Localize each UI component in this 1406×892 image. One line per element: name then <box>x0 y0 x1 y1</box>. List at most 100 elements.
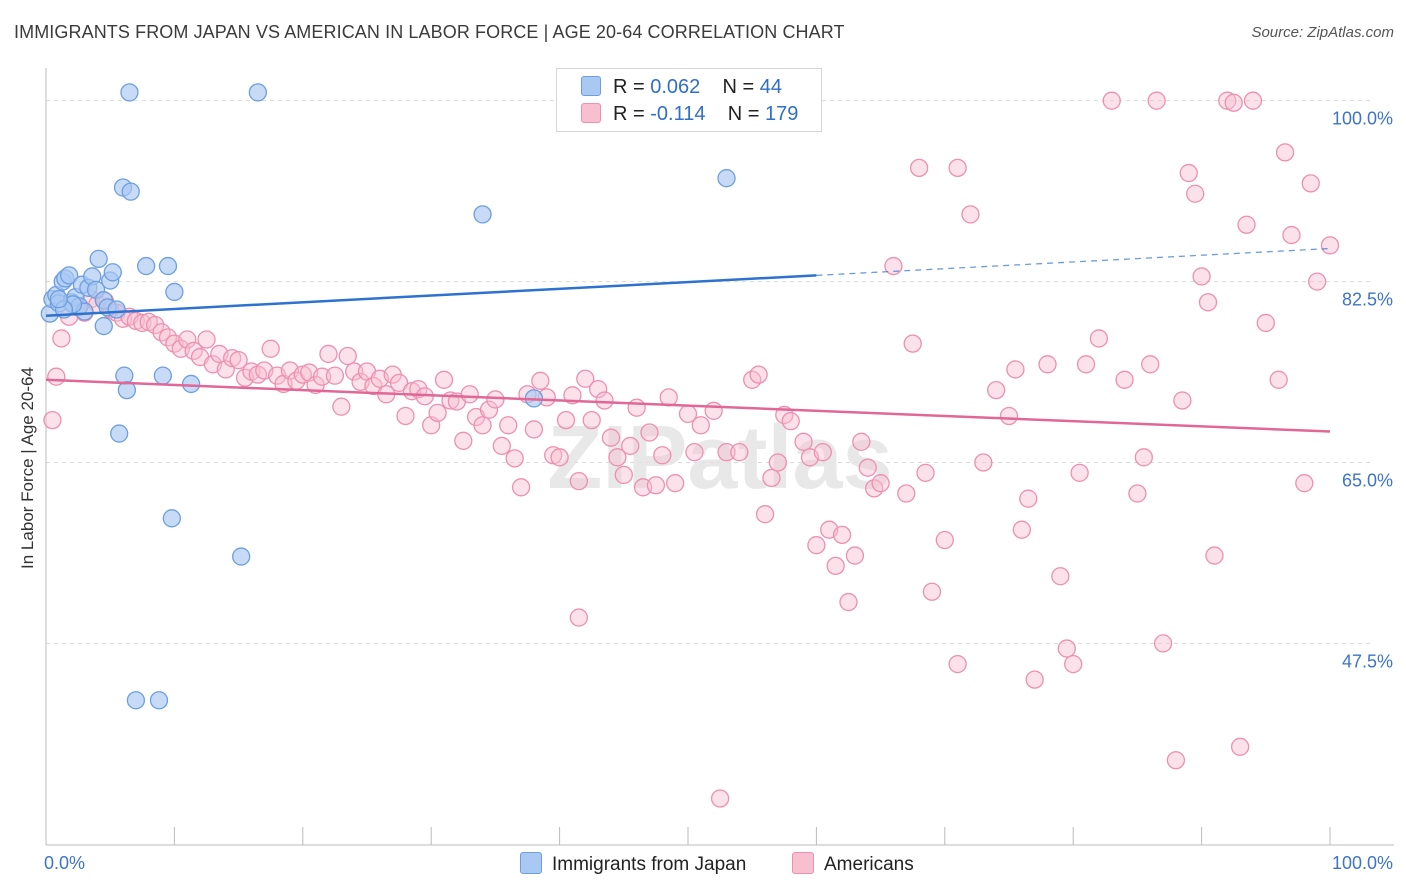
japan-trend-line <box>45 274 817 317</box>
american-point <box>1166 751 1186 770</box>
american-point <box>1134 448 1153 467</box>
american-point <box>1295 474 1314 493</box>
y-axis-label: In Labor Force | Age 20-64 <box>18 367 37 569</box>
american-point <box>576 369 595 388</box>
japan-point <box>248 83 268 102</box>
american-point <box>216 360 235 379</box>
american-point <box>511 478 531 497</box>
american-point <box>768 453 788 472</box>
chart-title: IMMIGRANTS FROM JAPAN VS AMERICAN IN LAB… <box>14 22 845 42</box>
american-point <box>1186 184 1205 203</box>
legend-n-label: N = <box>722 76 755 98</box>
american-point <box>1006 360 1025 379</box>
japan-point <box>103 263 122 282</box>
tick-labels: 47.5% 65.0% 82.5% 100.0% 0.0% 100.0% <box>44 109 1393 873</box>
american-point <box>935 530 954 550</box>
bottom-legend-japan: Immigrants from Japan <box>520 852 746 876</box>
american-point <box>1320 236 1340 255</box>
legend-n-label: N = <box>727 103 760 125</box>
american-point <box>653 446 672 465</box>
american-point <box>621 436 640 456</box>
american-point <box>1243 91 1263 110</box>
american-point <box>717 443 736 462</box>
american-point <box>229 351 248 370</box>
american-point <box>1038 355 1057 374</box>
american-point <box>1128 484 1147 503</box>
japan-point <box>149 691 169 710</box>
american-point <box>396 406 415 426</box>
american-point <box>897 484 916 503</box>
american-point <box>961 205 980 224</box>
american-point <box>1179 163 1198 183</box>
american-point <box>1153 634 1173 653</box>
american-point <box>762 468 781 488</box>
american-point <box>1230 737 1250 756</box>
american-point <box>832 525 852 545</box>
american-point <box>987 380 1006 400</box>
american-point <box>710 789 730 808</box>
american-point <box>884 256 903 276</box>
source-label: Source: ZipAtlas.com <box>1251 24 1394 41</box>
american-point <box>595 391 614 410</box>
american-point <box>1282 225 1301 245</box>
legend-r-japan: 0.062 <box>650 76 701 98</box>
correlation-legend: R = 0.062 N = 44 R = -0.114 N = 179 <box>556 68 822 132</box>
american-point <box>434 370 454 389</box>
x-tick-label: 100.0% <box>1332 853 1393 873</box>
american-point <box>749 365 768 384</box>
legend-row-japan: R = 0.062 N = 44 <box>581 76 782 99</box>
american-point <box>1115 370 1134 389</box>
legend-n-japan: 44 <box>759 76 783 98</box>
x-tick-label: 0.0% <box>44 853 85 873</box>
american-point <box>460 385 479 404</box>
japan-point <box>121 182 140 201</box>
american-point <box>909 158 929 178</box>
american-point <box>325 366 345 385</box>
legend-r-label: R = <box>613 76 645 98</box>
american-point <box>871 474 890 493</box>
american-point <box>1057 639 1076 658</box>
american-point <box>659 388 678 407</box>
american-point <box>319 344 338 364</box>
american-points <box>43 91 1340 808</box>
american-point <box>178 330 197 349</box>
y-tick-label: 65.0% <box>1342 471 1393 491</box>
american-point <box>1019 489 1038 508</box>
american-point <box>903 334 922 353</box>
american-point <box>1301 174 1320 193</box>
american-point <box>666 474 685 493</box>
american-point <box>755 505 775 524</box>
american-point <box>332 397 351 416</box>
american-point <box>550 448 569 467</box>
american-point <box>145 315 165 335</box>
american-point <box>839 592 858 612</box>
legend-n-american: 179 <box>764 103 799 125</box>
american-point <box>345 362 364 381</box>
japan-point <box>162 509 181 528</box>
american-point <box>1102 91 1121 110</box>
american-point <box>646 476 666 495</box>
american-point <box>389 373 409 393</box>
american-point <box>794 432 813 451</box>
bottom-legend-american: Americans <box>792 852 914 876</box>
american-point <box>627 398 646 417</box>
american-point <box>1089 329 1109 348</box>
american-point <box>197 330 216 349</box>
american-point <box>1051 567 1070 586</box>
american-point <box>858 458 877 477</box>
y-tick-label: 47.5% <box>1342 651 1393 671</box>
japan-point <box>117 380 137 400</box>
japan-swatch <box>520 852 542 874</box>
legend-label-japan: Immigrants from Japan <box>552 854 747 875</box>
japan-point <box>94 316 113 336</box>
american-point <box>781 411 800 431</box>
american-point <box>486 390 505 409</box>
american-point <box>1269 370 1288 389</box>
american-point <box>685 443 704 462</box>
american-point <box>1070 463 1089 482</box>
american-point <box>1025 670 1044 689</box>
american-point <box>1173 391 1192 410</box>
american-point <box>807 536 826 555</box>
japan-point <box>232 547 251 566</box>
